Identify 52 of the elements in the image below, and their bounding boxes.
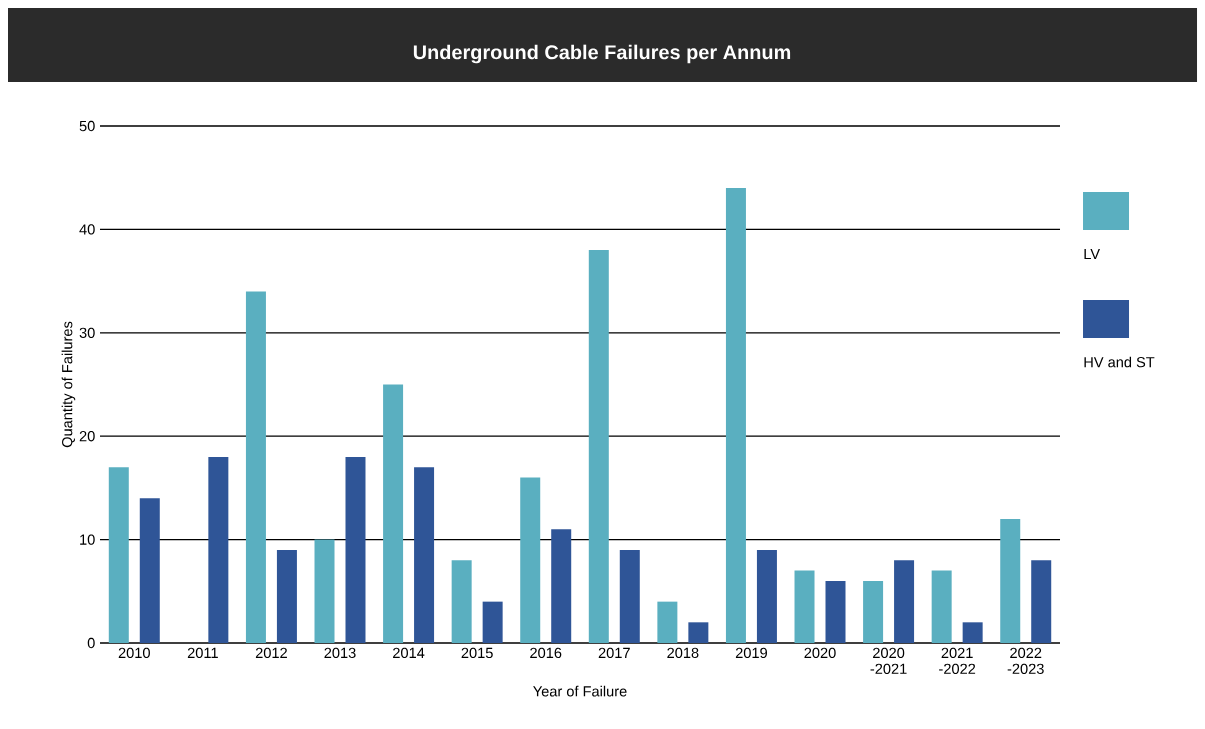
bar: [1031, 560, 1052, 643]
bar: [208, 456, 229, 643]
x-tick-label: 2013: [324, 647, 356, 659]
bar: [657, 601, 678, 643]
text: LV: [1084, 248, 1100, 260]
y-tick-label: 10: [80, 534, 95, 545]
bar: [588, 250, 609, 643]
y-tick-label: 0: [87, 637, 95, 649]
bar: [414, 467, 435, 643]
bar: [482, 601, 503, 643]
bar: [931, 570, 952, 643]
bar: [451, 560, 472, 643]
bar: [345, 456, 366, 643]
y-tick-label: 30: [79, 327, 95, 338]
x-tick-label: 2015: [461, 647, 493, 659]
bar: [551, 529, 572, 643]
x-tick-label: 2018: [667, 647, 699, 659]
x-tick-label: 2020: [804, 647, 836, 659]
x-tick-label: 2021 -2022: [939, 647, 976, 674]
bar: [383, 384, 404, 643]
bar: [314, 539, 335, 643]
x-tick-label: 2019: [735, 647, 767, 659]
bar: [520, 477, 541, 643]
x-tick-label: 2014: [393, 647, 425, 659]
x-tick-label: 2020 -2021: [870, 647, 907, 674]
x-tick-label: 2010: [118, 647, 150, 659]
bar: [619, 549, 640, 643]
text: HV and ST: [1084, 356, 1155, 368]
x-axis-title: Year of Failure: [533, 685, 627, 697]
x-tick-label: 2016: [530, 647, 562, 659]
bar: [962, 622, 983, 643]
bar: [139, 498, 160, 643]
chart-title: Underground Cable Failures per Annum: [413, 44, 791, 64]
y-tick-label: 50: [79, 120, 95, 132]
bar: [794, 570, 815, 643]
bar: [276, 549, 297, 643]
x-tick-label: 2017: [598, 647, 630, 659]
bar: [863, 580, 884, 643]
bar: [825, 580, 846, 643]
bar: [245, 291, 266, 643]
bar: [1000, 518, 1021, 643]
bar: [756, 549, 777, 643]
x-tick-label: 2011: [187, 647, 218, 659]
bar: [108, 467, 129, 643]
bar: [725, 188, 746, 643]
bar: [894, 560, 915, 643]
x-tick-label: 2022 -2023: [1007, 647, 1044, 674]
y-axis-title: Quantity of Failures: [61, 321, 76, 448]
y-tick-label: 20: [79, 431, 95, 442]
bar: [688, 622, 709, 643]
x-tick-label: 2012: [255, 647, 287, 659]
y-tick-label: 40: [79, 224, 95, 235]
